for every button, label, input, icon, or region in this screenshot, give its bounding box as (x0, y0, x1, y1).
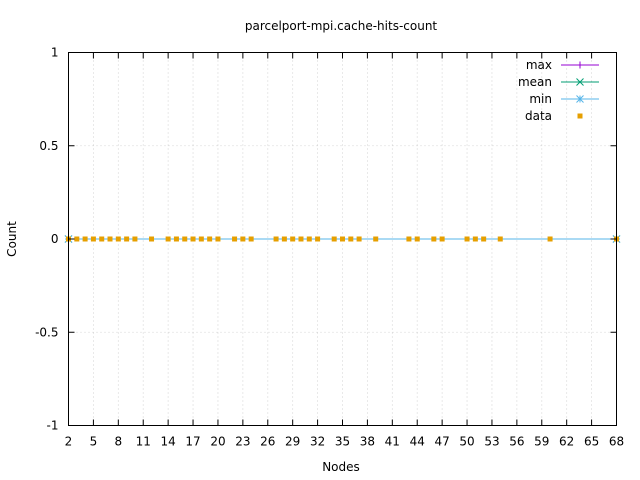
data-point (298, 236, 304, 242)
legend: max mean min data (518, 58, 599, 123)
data-point (240, 236, 246, 242)
x-tick-label: 8 (114, 435, 122, 449)
x-tick-label: 44 (410, 435, 425, 449)
data-point (281, 236, 287, 242)
x-tick-label: 59 (534, 435, 549, 449)
x-tick-label: 5 (90, 435, 98, 449)
data-point (232, 236, 238, 242)
data-point (124, 236, 130, 242)
data-point (74, 236, 80, 242)
legend-label-data: data (525, 109, 552, 123)
data-point (439, 236, 445, 242)
data-point (472, 236, 478, 242)
data-point (497, 236, 503, 242)
legend-label-min: min (529, 92, 552, 106)
data-point (340, 236, 345, 242)
data-point (173, 236, 179, 242)
plot-series (64, 235, 621, 243)
x-tick-label: 23 (235, 435, 250, 449)
x-tick-label: 26 (260, 435, 275, 449)
x-tick-label: 50 (459, 435, 474, 449)
y-tick-label: -0.5 (35, 325, 58, 339)
data-point (82, 236, 88, 242)
data-point (406, 236, 412, 242)
x-tick-label: 32 (310, 435, 325, 449)
x-tick-label: 17 (185, 435, 200, 449)
data-point (182, 236, 188, 242)
data-point (273, 236, 279, 242)
data-point (207, 236, 213, 242)
y-tick-label: 0.5 (39, 139, 58, 153)
y-tick-label: 1 (51, 46, 59, 60)
data-point (115, 236, 121, 242)
x-tick-label: 47 (434, 435, 449, 449)
y-tick-label: -1 (47, 419, 59, 433)
data-point (414, 236, 420, 242)
data-point (290, 236, 296, 242)
data-point (132, 236, 138, 242)
data-point (373, 236, 379, 242)
data-point (547, 236, 553, 242)
data-point (190, 236, 196, 242)
data-point (481, 236, 487, 242)
x-axis-label: Nodes (322, 460, 360, 474)
data-point (149, 236, 155, 242)
data-point (99, 236, 105, 242)
data-point (431, 236, 437, 242)
legend-marker-min (576, 95, 584, 103)
y-axis-label: Count (5, 221, 19, 257)
data-point (348, 236, 354, 242)
chart-title: parcelport-mpi.cache-hits-count (245, 19, 438, 33)
data-point (464, 236, 470, 242)
x-tick-label: 35 (335, 435, 350, 449)
y-tick-label: 0 (51, 232, 59, 246)
x-tick-label: 62 (559, 435, 574, 449)
x-tick-label: 2 (65, 435, 73, 449)
data-point (107, 236, 113, 242)
x-tick-label: 65 (584, 435, 599, 449)
data-point (165, 236, 171, 242)
legend-marker-mean (576, 78, 584, 86)
data-point (248, 236, 254, 242)
x-tick-label: 20 (210, 435, 225, 449)
x-tick-label: 68 (609, 435, 624, 449)
axes: -1 -0.5 0 0.5 1 2 5 8 11 14 17 20 23 26 29 32 35 38 41 44 47… (35, 46, 624, 449)
x-tick-label: 11 (136, 435, 151, 449)
data-point (315, 236, 321, 242)
x-tick-label: 14 (160, 435, 175, 449)
data-point (356, 236, 362, 242)
data-point (331, 236, 337, 242)
x-tick-label: 38 (360, 435, 375, 449)
data-point (306, 236, 312, 242)
x-tick-label: 56 (509, 435, 524, 449)
data-point (90, 236, 96, 242)
data-point (198, 236, 204, 242)
x-tick-label: 41 (385, 435, 400, 449)
legend-label-mean: mean (518, 75, 552, 89)
x-tick-label: 29 (285, 435, 300, 449)
legend-marker-max (576, 61, 584, 69)
legend-label-max: max (526, 58, 552, 72)
data-point (215, 236, 221, 242)
x-tick-label: 53 (484, 435, 499, 449)
legend-marker-data (577, 113, 583, 119)
